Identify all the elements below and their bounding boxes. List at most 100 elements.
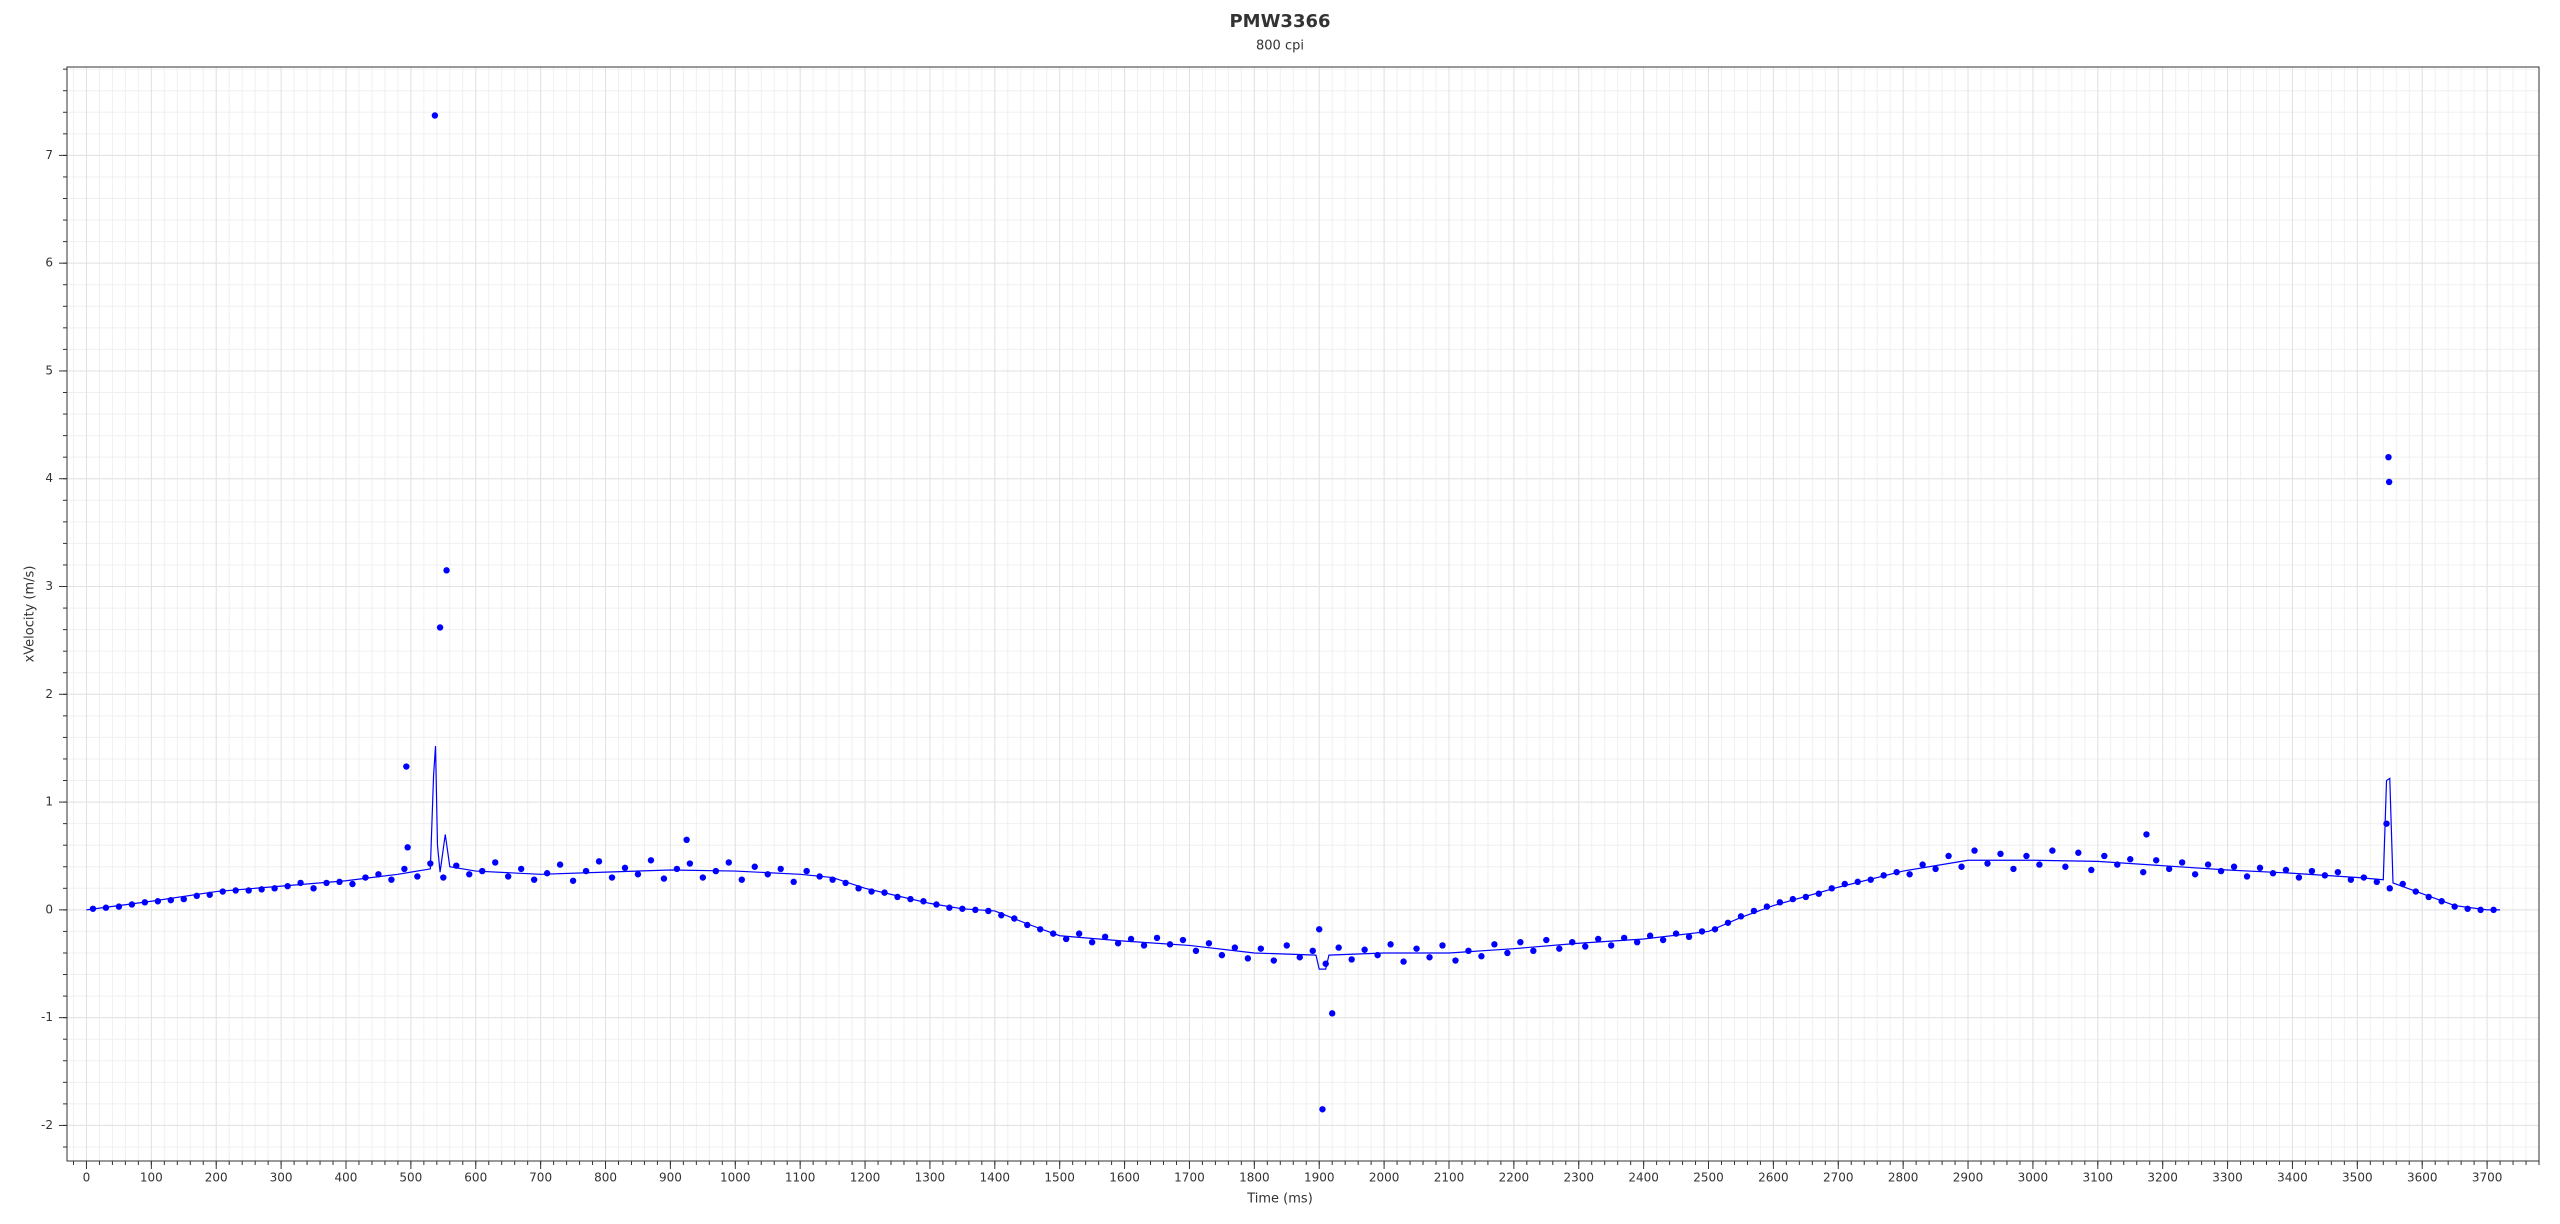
x-tick-label: 1100 — [785, 1171, 816, 1185]
data-point — [2373, 878, 2380, 886]
data-point — [1633, 939, 1641, 946]
data-point — [673, 865, 681, 873]
data-point — [738, 876, 745, 883]
x-tick-label: 500 — [399, 1171, 422, 1185]
data-point — [375, 871, 382, 878]
data-point — [1319, 1106, 1326, 1113]
data-point — [517, 865, 525, 873]
data-point — [2269, 870, 2277, 877]
data-point — [431, 112, 439, 119]
data-point — [1205, 940, 1213, 947]
data-point — [2385, 478, 2393, 486]
x-tick-label: 2000 — [1369, 1171, 1400, 1185]
data-point — [1387, 941, 1394, 948]
data-point — [180, 895, 187, 903]
data-point — [2308, 867, 2316, 875]
data-point — [2127, 856, 2134, 863]
data-point — [2023, 852, 2030, 860]
data-point — [1478, 953, 1485, 960]
data-point — [595, 858, 603, 865]
data-point — [2140, 868, 2147, 876]
data-point — [1685, 933, 1693, 941]
data-point — [1452, 957, 1459, 964]
x-tick-label: 200 — [205, 1171, 228, 1185]
data-point — [1582, 943, 1589, 950]
y-tick-label: 6 — [45, 256, 53, 270]
x-tick-label: 0 — [83, 1171, 91, 1185]
data-point — [1932, 865, 1939, 873]
y-tick-label: 3 — [45, 579, 53, 593]
data-point — [310, 885, 317, 892]
data-point — [2383, 820, 2390, 827]
y-tick-label: 1 — [45, 795, 53, 809]
x-tick-label: 2100 — [1434, 1171, 1465, 1185]
data-point — [683, 836, 690, 844]
data-point — [1426, 954, 1433, 961]
data-point — [2282, 866, 2290, 874]
data-point — [1328, 1010, 1336, 1017]
data-point — [1984, 860, 1991, 867]
data-point — [621, 864, 629, 872]
x-tick-label: 2900 — [1953, 1171, 1984, 1185]
x-tick-label: 100 — [140, 1171, 163, 1185]
data-point — [1153, 934, 1161, 942]
data-point — [443, 567, 450, 574]
x-tick-label: 3100 — [2083, 1171, 2114, 1185]
data-point — [660, 875, 668, 882]
x-tick-label: 3700 — [2472, 1171, 2503, 1185]
data-point — [1491, 941, 1498, 948]
data-point — [790, 878, 797, 886]
y-tick-label: 4 — [45, 471, 53, 485]
x-tick-label: 1000 — [720, 1171, 751, 1185]
data-point — [1140, 942, 1148, 949]
data-point — [1465, 947, 1472, 955]
data-point — [115, 903, 123, 910]
data-point — [401, 865, 408, 873]
data-point — [403, 763, 410, 770]
data-point — [1607, 942, 1615, 949]
y-tick-label: 5 — [45, 363, 53, 377]
data-point — [569, 877, 577, 884]
x-tick-label: 2600 — [1758, 1171, 1789, 1185]
data-point — [1062, 935, 1070, 943]
data-point — [128, 901, 136, 908]
data-point — [777, 865, 784, 873]
data-point — [2049, 847, 2056, 854]
data-point — [2191, 871, 2199, 878]
series-line — [86, 745, 2501, 970]
x-tick-label: 1500 — [1044, 1171, 1075, 1185]
data-point — [686, 860, 694, 867]
data-point — [1127, 935, 1135, 943]
chart-subtitle: 800 cpi — [1256, 39, 1304, 54]
data-point — [1504, 949, 1511, 957]
x-tick-label: 1800 — [1239, 1171, 1270, 1185]
data-point — [1543, 936, 1550, 944]
data-point — [2062, 863, 2069, 870]
data-point — [1296, 954, 1303, 961]
data-point — [1517, 939, 1524, 946]
data-point — [1218, 951, 1226, 959]
y-tick-label: -1 — [41, 1010, 53, 1024]
data-point — [492, 859, 499, 866]
y-tick-label: -2 — [41, 1118, 53, 1132]
data-point — [414, 873, 421, 880]
x-tick-label: 400 — [335, 1171, 358, 1185]
x-tick-label: 1300 — [915, 1171, 946, 1185]
data-point — [440, 874, 447, 881]
data-point — [2152, 857, 2160, 864]
data-point — [2243, 873, 2251, 880]
data-point — [946, 904, 953, 911]
data-point — [2334, 868, 2342, 876]
data-point — [404, 844, 411, 851]
x-tick-label: 600 — [464, 1171, 487, 1185]
x-tick-label: 3300 — [2212, 1171, 2243, 1185]
chart-title: PMW3366 — [1229, 11, 1330, 32]
x-tick-label: 2300 — [1563, 1171, 1594, 1185]
data-point — [1270, 957, 1278, 964]
data-point — [2256, 864, 2264, 872]
data-point — [1659, 936, 1667, 944]
data-point — [1283, 942, 1290, 949]
x-tick-label: 3200 — [2147, 1171, 2178, 1185]
data-point — [1958, 863, 1965, 870]
